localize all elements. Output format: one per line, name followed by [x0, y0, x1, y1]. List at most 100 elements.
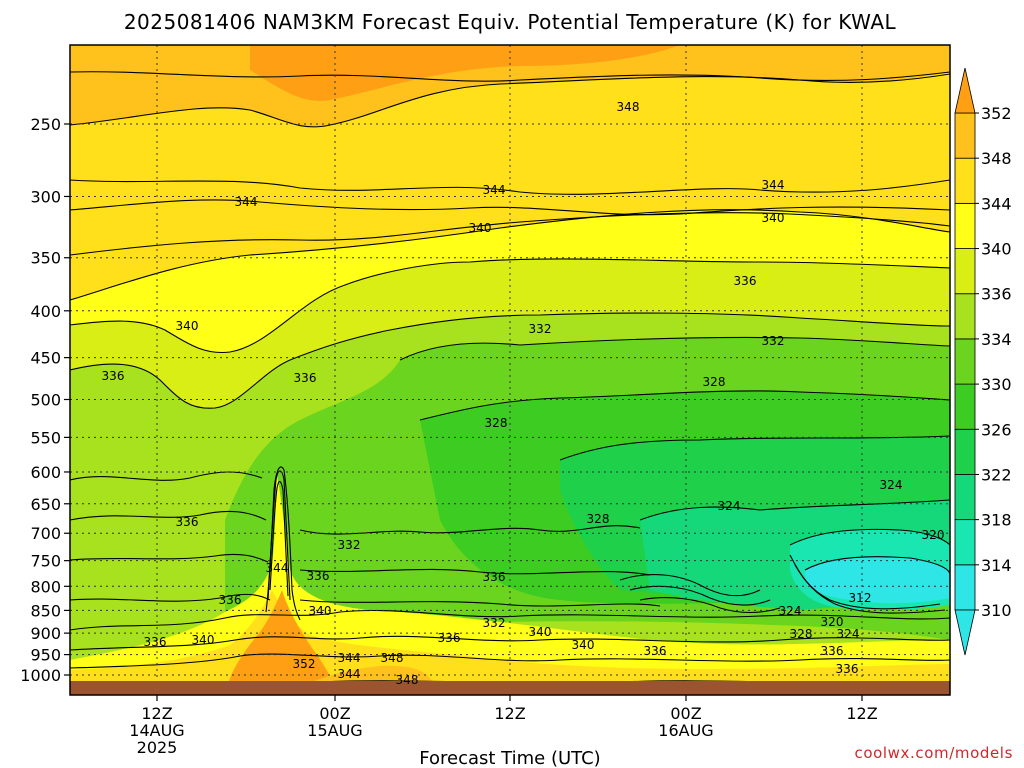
- contour-label: 344: [483, 183, 506, 197]
- colorbar-label: 348: [981, 149, 1012, 168]
- colorbar-swatch: [954, 564, 976, 611]
- contour-label: 344: [235, 195, 258, 209]
- contour-label: 344: [338, 651, 361, 665]
- x-tick-label: 12Z: [141, 704, 172, 723]
- contour-line: [70, 209, 950, 301]
- contour-label: 328: [703, 375, 726, 389]
- contour-label: 328: [790, 627, 813, 641]
- contour-line: [299, 568, 651, 576]
- contour-line: [399, 336, 950, 361]
- contour-label: 336: [483, 570, 506, 584]
- theta-e-field: [70, 45, 950, 695]
- contour-line: [559, 435, 950, 461]
- contour-line: [70, 73, 950, 128]
- contour-labels: 348 344 344 344 340 340 340 336 336 336 336 332 332 3…: [102, 100, 945, 687]
- contour-label: 348: [617, 100, 640, 114]
- y-tick-label: 550: [30, 428, 61, 447]
- y-tick-label: 400: [30, 302, 61, 321]
- contour-label: 324: [837, 627, 860, 641]
- contour-line: [70, 312, 950, 409]
- contour-label: 340: [309, 604, 332, 618]
- contour-line: [419, 390, 950, 421]
- contour-label: 336: [836, 662, 859, 676]
- x-tick-label: 12Z: [846, 704, 877, 723]
- contour-label: 336: [294, 371, 317, 385]
- contour-label: 344: [762, 178, 785, 192]
- x-tick-label: 15AUG: [307, 721, 362, 740]
- y-tick-label: 850: [30, 601, 61, 620]
- colorbar-label: 318: [981, 511, 1012, 530]
- contour-label: 348: [381, 651, 404, 665]
- contour-label: 328: [485, 416, 508, 430]
- contour-label: 340: [572, 638, 595, 652]
- y-tick-label: 250: [30, 115, 61, 134]
- contour-line: [70, 609, 950, 631]
- colorbar-label: 336: [981, 285, 1012, 304]
- colorbar-swatch: [954, 293, 976, 340]
- contour-label: 332: [762, 334, 785, 348]
- contour-label: 340: [529, 625, 552, 639]
- x-tick-label: 14AUG: [129, 721, 184, 740]
- contour-label: 332: [483, 616, 506, 630]
- colorbar: 310 314 318 322 326 330 334 336 340 344 348 352: [954, 67, 1012, 656]
- colorbar-label: 322: [981, 465, 1012, 484]
- x-tick-label: 16AUG: [658, 721, 713, 740]
- colorbar-swatch: [954, 383, 976, 430]
- contour-label: 348: [396, 673, 419, 687]
- contour-line: [70, 258, 950, 354]
- colorbar-label: 310: [981, 601, 1012, 620]
- y-tick-label: 650: [30, 495, 61, 514]
- contour-label: 336: [144, 635, 167, 649]
- contour-lines: [70, 71, 950, 685]
- colorbar-label: 344: [981, 194, 1012, 213]
- contour-label: 336: [307, 569, 330, 583]
- contour-label: 320: [821, 615, 844, 629]
- contour-label: 332: [338, 538, 361, 552]
- colorbar-label: 314: [981, 556, 1012, 575]
- x-axis-label: Forecast Time (UTC): [419, 748, 600, 768]
- contour-line: [269, 480, 289, 597]
- contour-label: 336: [734, 274, 757, 288]
- colorbar-swatch: [954, 157, 976, 204]
- contour-label: 324: [880, 478, 903, 492]
- contour-label: 340: [176, 319, 199, 333]
- surface-ground: [70, 681, 950, 695]
- contour-line: [70, 510, 267, 521]
- y-tick-label: 800: [30, 577, 61, 596]
- color-band: [225, 590, 340, 695]
- colorbar-swatch: [954, 338, 976, 385]
- contour-line: [789, 528, 950, 546]
- y-tick-label: 350: [30, 249, 61, 268]
- contour-label: 328: [587, 512, 610, 526]
- contour-label: 324: [779, 604, 802, 618]
- contour-label: 344: [266, 561, 289, 575]
- x-tick-label: 00Z: [670, 704, 701, 723]
- contour-label: 332: [529, 322, 552, 336]
- y-tick-label: 450: [30, 349, 61, 368]
- colorbar-label: 330: [981, 375, 1012, 394]
- y-tick-label: 600: [30, 463, 61, 482]
- colorbar-swatch: [954, 112, 976, 159]
- y-tick-label: 900: [30, 624, 61, 643]
- contour-label: 320: [922, 528, 945, 542]
- color-band: [805, 556, 950, 604]
- colorbar-label: 326: [981, 420, 1012, 439]
- colorbar-label: 340: [981, 240, 1012, 259]
- contour-line: [639, 597, 781, 614]
- colorbar-swatch: [954, 519, 976, 566]
- colorbar-swatch: [954, 248, 976, 295]
- colorbar-label: 334: [981, 330, 1012, 349]
- contour-line: [619, 574, 761, 597]
- y-axis: 250 300 350 400 450 500 550 600 650 700 750 800 850 9…: [20, 115, 70, 685]
- contour-line: [70, 179, 950, 195]
- contour-line: [70, 635, 950, 651]
- contour-label: 344: [338, 667, 361, 681]
- contour-label: 340: [762, 211, 785, 225]
- colorbar-extend-bottom: [954, 609, 976, 656]
- credit-text: coolwx.com/models: [855, 744, 1014, 762]
- contour-label: 340: [469, 221, 492, 235]
- contour-label: 352: [293, 657, 316, 671]
- y-tick-label: 300: [30, 187, 61, 206]
- contour-line: [70, 212, 950, 256]
